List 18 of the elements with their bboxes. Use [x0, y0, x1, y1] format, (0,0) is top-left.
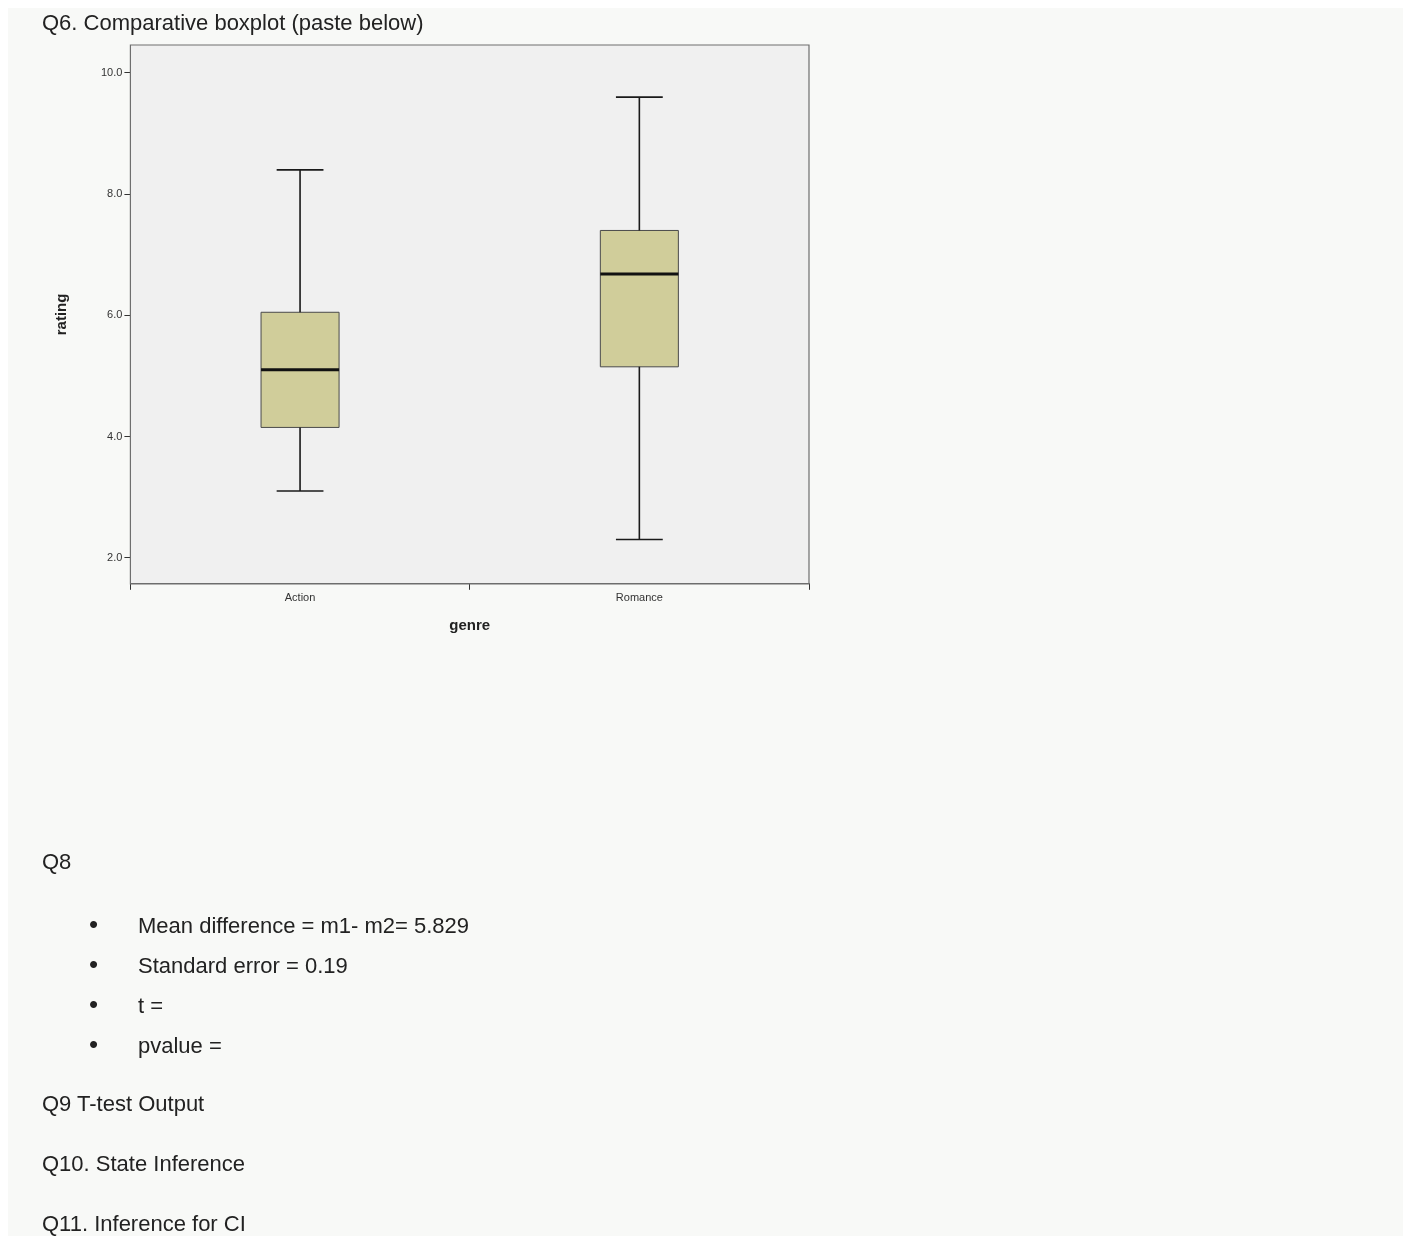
y-tick-label: 6.0: [107, 308, 123, 321]
text: Q8: [42, 849, 72, 875]
text: • pvalue =: [89, 1029, 222, 1059]
text: Q10. State Inference: [42, 1151, 246, 1177]
text: • Mean difference = m1- m2= 5.829: [89, 909, 470, 939]
y-tick-label: 2.0: [107, 550, 123, 563]
chart-title: Q6. Comparative boxplot (paste below): [42, 10, 424, 36]
text: Q11. Inference for CI: [42, 1211, 246, 1237]
x-tick-label: Romance: [615, 591, 663, 604]
x-axis-title: genre: [449, 616, 491, 634]
y-tick-label: 4.0: [107, 429, 123, 442]
y-tick-label: 8.0: [107, 187, 123, 200]
y-axis-title: rating: [52, 293, 70, 336]
x-tick-label: Action: [284, 591, 316, 604]
text: • t =: [89, 989, 164, 1019]
text: Q9 T-test Output: [42, 1091, 205, 1117]
text: • Standard error = 0.19: [89, 949, 348, 979]
y-tick-label: 10.0: [100, 65, 123, 78]
